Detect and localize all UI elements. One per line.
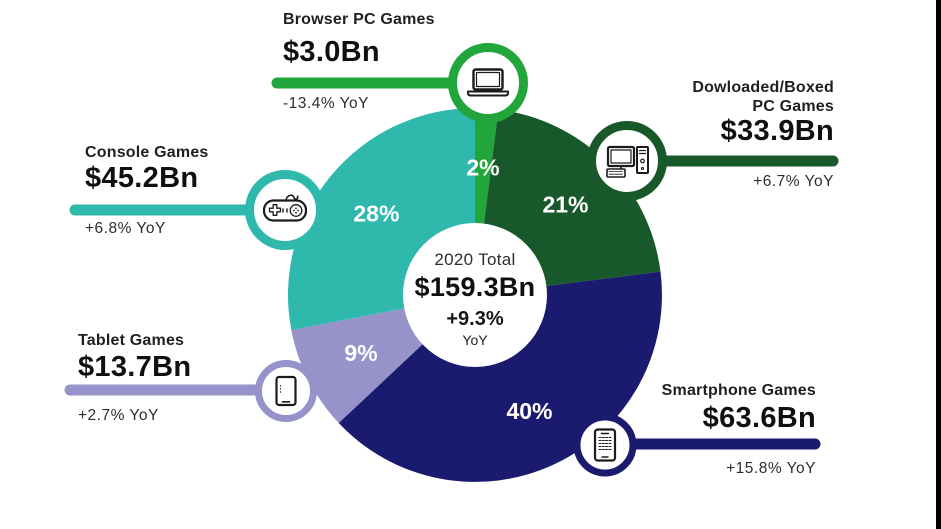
tablet-value: $13.7Bn xyxy=(78,351,192,383)
console-value: $45.2Bn xyxy=(85,162,199,194)
downloaded-label: Dowloaded/Boxed PC Games xyxy=(692,78,834,116)
browser-value: $3.0Bn xyxy=(283,36,380,68)
tablet-label: Tablet Games xyxy=(78,332,185,349)
smartphone-value: $63.6Bn xyxy=(702,402,816,434)
console-delta: +6.8% YoY xyxy=(85,220,166,237)
pct-label-4: 28% xyxy=(353,200,399,226)
smartphone-label: Smartphone Games xyxy=(661,382,816,399)
gamepad-icon xyxy=(262,194,308,222)
tablet-icon xyxy=(275,375,297,407)
desktop-pc-icon xyxy=(606,145,649,178)
total-delta: +9.3% xyxy=(446,308,504,330)
downloaded-label-line1: Dowloaded/Boxed xyxy=(692,79,834,96)
total-value: $159.3Bn xyxy=(414,272,536,302)
downloaded-value: $33.9Bn xyxy=(720,115,834,147)
browser-delta: -13.4% YoY xyxy=(283,95,370,112)
console-label: Console Games xyxy=(85,144,209,161)
total-label: 2020 Total xyxy=(434,250,516,269)
smartphone-icon xyxy=(593,428,617,462)
callout-lines xyxy=(64,77,839,450)
pct-label-0: 2% xyxy=(466,154,499,180)
pct-labels: 2% 21% 40% 9% 28% xyxy=(344,154,588,423)
donut-hole xyxy=(403,223,547,367)
browser-label: Browser PC Games xyxy=(283,11,435,28)
tablet-delta: +2.7% YoY xyxy=(78,407,159,424)
icon-ring-smartphone xyxy=(573,413,637,477)
icon-ring-browser xyxy=(448,43,528,123)
icon-ring-tablet xyxy=(255,360,317,422)
icon-rings xyxy=(245,43,667,477)
laptop-icon xyxy=(467,68,509,97)
smartphone-delta: +15.8% YoY xyxy=(726,460,816,477)
icon-ring-console xyxy=(245,170,325,250)
pct-label-2: 40% xyxy=(506,398,552,424)
downloaded-delta: +6.7% YoY xyxy=(753,173,834,190)
pct-label-1: 21% xyxy=(542,192,588,218)
downloaded-label-line2: PC Games xyxy=(752,98,834,115)
total-delta-unit: YoY xyxy=(462,332,488,348)
donut-center-text: 2020 Total $159.3Bn +9.3% YoY xyxy=(375,250,575,348)
right-edge-bar xyxy=(936,0,941,529)
icon-ring-downloaded xyxy=(587,121,667,201)
device-icons xyxy=(262,68,649,462)
pct-label-3: 9% xyxy=(344,340,377,366)
